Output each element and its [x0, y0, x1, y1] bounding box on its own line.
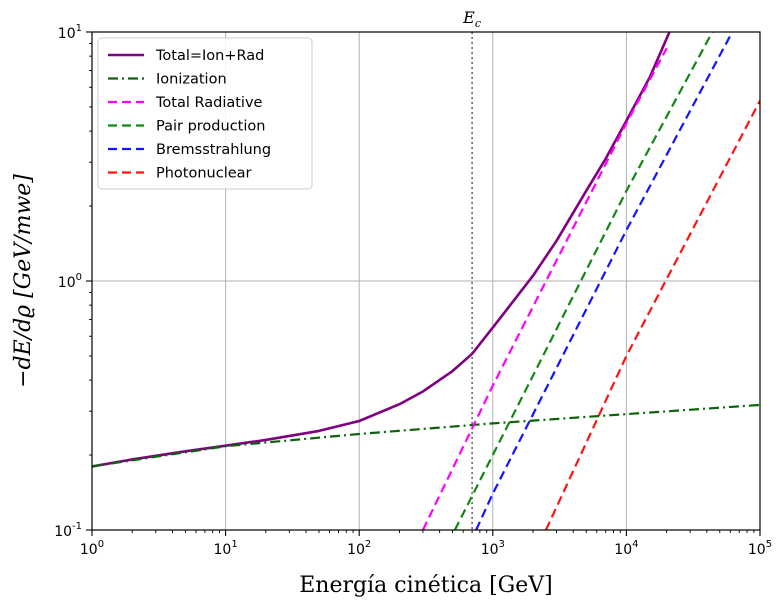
series-line	[453, 32, 714, 530]
plot-area	[92, 32, 760, 530]
x-tick-label: 103	[481, 539, 505, 558]
legend: Total=Ion+Rad Ionization Total Radiative Pa…	[97, 37, 313, 190]
x-tick-label-exponent: 2	[365, 539, 371, 550]
x-tick-label-exponent: 4	[632, 539, 638, 550]
x-tick-label-base: 10	[748, 542, 766, 558]
y-tick-label-exponent: 1	[76, 23, 82, 34]
x-tick-label: 104	[614, 539, 638, 558]
x-tick-label-exponent: 3	[499, 539, 505, 550]
series-line	[421, 47, 668, 530]
y-tick-label: 101	[58, 23, 82, 42]
legend-label: Bremsstrahlung	[156, 142, 271, 158]
x-tick-label: 105	[748, 539, 772, 558]
y-tick-label-base: 10	[58, 275, 76, 291]
legend-label: Pair production	[156, 119, 265, 135]
y-axis-label: −dE/dϱ [GeV/mwe]	[11, 174, 36, 388]
series-line	[475, 32, 734, 530]
x-tick-label: 100	[80, 539, 104, 558]
x-tick-label-base: 10	[347, 542, 365, 558]
x-tick-label: 102	[347, 539, 371, 558]
y-tick-label-exponent: -1	[72, 521, 82, 532]
legend-box	[97, 37, 313, 190]
x-tick-label: 101	[213, 539, 237, 558]
legend-label: Total=Ion+Rad	[155, 48, 264, 64]
series-line	[544, 100, 760, 530]
y-tick-label: 100	[58, 272, 82, 291]
series-line	[92, 403, 760, 468]
ec-label-subscript: c	[475, 17, 481, 30]
x-tick-label-exponent: 0	[98, 539, 104, 550]
x-tick-label-exponent: 1	[231, 539, 237, 550]
y-tick-label-base: 10	[54, 524, 72, 540]
x-tick-label-base: 10	[481, 542, 499, 558]
x-tick-label-base: 10	[80, 542, 98, 558]
legend-label: Photonuclear	[156, 166, 252, 182]
y-tick-label-exponent: 0	[76, 272, 82, 283]
y-tick-label: 10-1	[54, 521, 82, 540]
x-tick-label-base: 10	[213, 542, 231, 558]
x-axis-label: Energía cinética [GeV]	[299, 573, 553, 598]
x-tick-label-exponent: 5	[766, 539, 772, 550]
legend-label: Total Radiative	[155, 95, 263, 111]
y-tick-label-base: 10	[58, 26, 76, 42]
x-tick-label-base: 10	[614, 542, 632, 558]
ec-label: Ec	[462, 8, 481, 30]
legend-label: Ionization	[156, 72, 227, 88]
